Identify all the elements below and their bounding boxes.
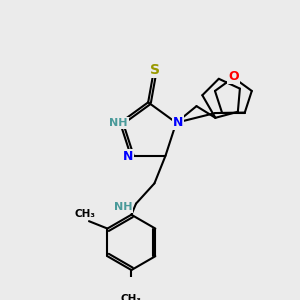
Text: N: N [173, 116, 183, 129]
Text: NH: NH [109, 118, 128, 128]
Text: CH₃: CH₃ [75, 209, 96, 219]
Text: NH: NH [114, 202, 132, 212]
Text: O: O [228, 70, 239, 83]
Text: CH₃: CH₃ [121, 294, 142, 300]
Text: N: N [123, 150, 133, 163]
Text: S: S [150, 63, 160, 77]
